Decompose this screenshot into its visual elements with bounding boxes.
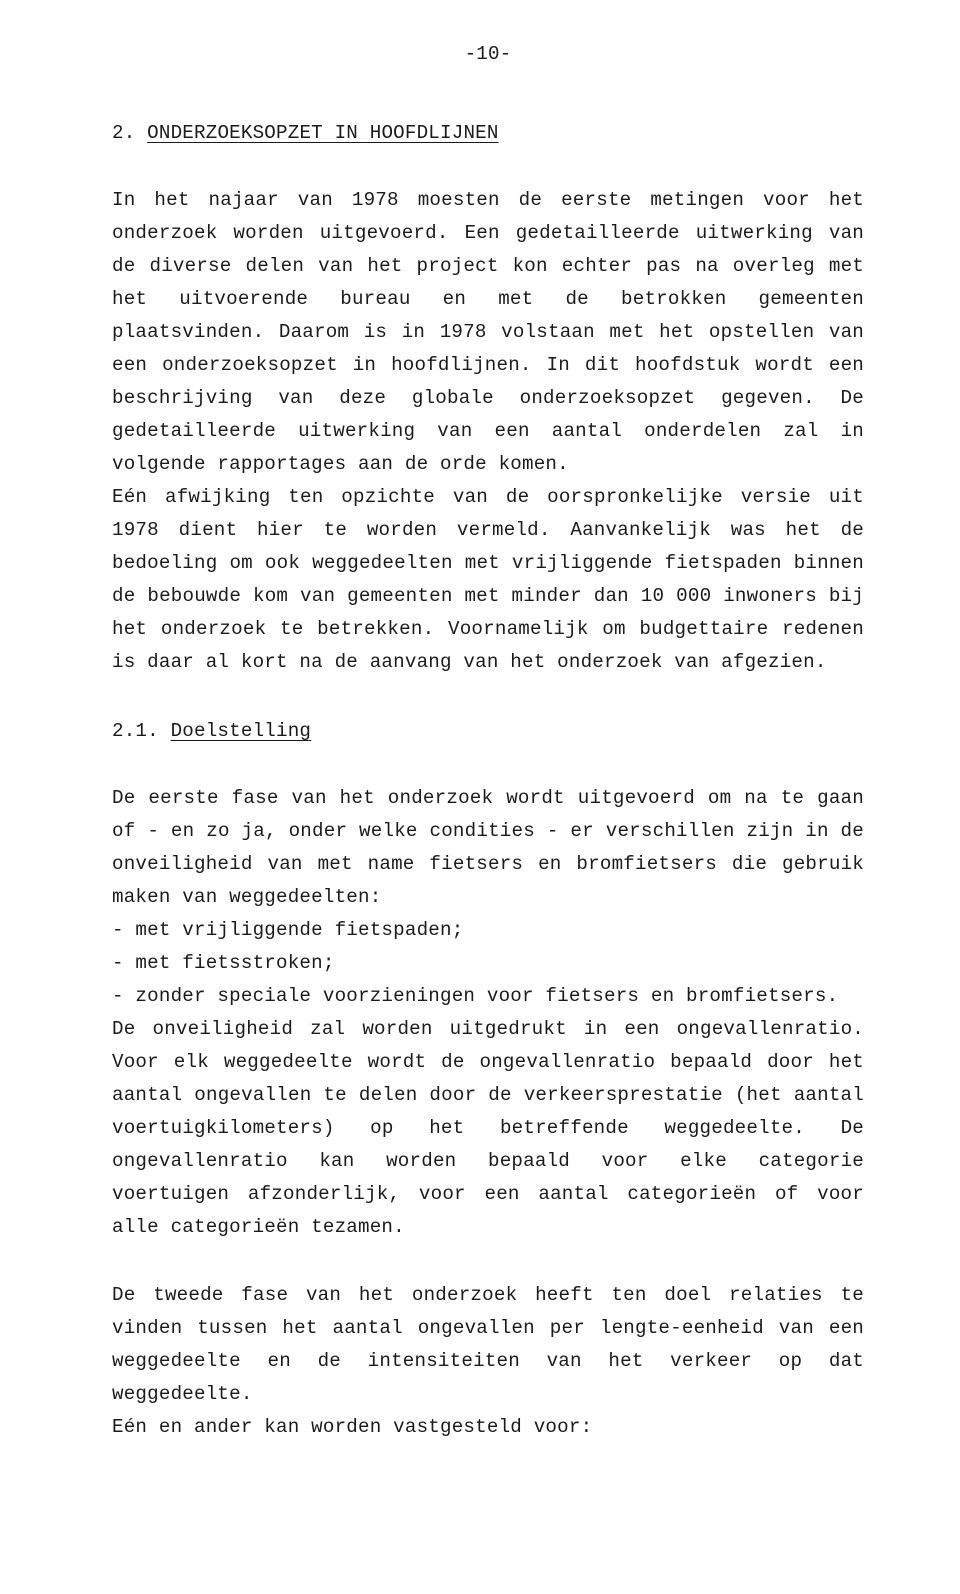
bullet-list: - met vrijliggende fietspaden; - met fie… xyxy=(112,914,864,1013)
paragraph-intro: De eerste fase van het onderzoek wordt u… xyxy=(112,782,864,914)
subsection-title: Doelstelling xyxy=(171,720,312,742)
paragraph: De onveiligheid zal worden uitgedrukt in… xyxy=(112,1013,864,1244)
list-item: - met fietsstroken; xyxy=(112,947,864,980)
paragraph: De tweede fase van het onderzoek heeft t… xyxy=(112,1279,864,1411)
page-number: -10- xyxy=(112,38,864,71)
document-page: -10- 2. ONDERZOEKSOPZET IN HOOFDLIJNEN I… xyxy=(0,0,960,1594)
subsection-number: 2.1. xyxy=(112,720,171,742)
section-number: 2. xyxy=(112,122,147,144)
paragraph: Eén afwijking ten opzichte van de oorspr… xyxy=(112,481,864,679)
paragraph: In het najaar van 1978 moesten de eerste… xyxy=(112,184,864,481)
subsection-heading: 2.1. Doelstelling xyxy=(112,715,864,748)
list-item: - met vrijliggende fietspaden; xyxy=(112,914,864,947)
list-item: - zonder speciale voorzieningen voor fie… xyxy=(112,980,864,1013)
section-title: ONDERZOEKSOPZET IN HOOFDLIJNEN xyxy=(147,122,498,144)
section-heading: 2. ONDERZOEKSOPZET IN HOOFDLIJNEN xyxy=(112,117,864,150)
paragraph: Eén en ander kan worden vastgesteld voor… xyxy=(112,1411,864,1444)
